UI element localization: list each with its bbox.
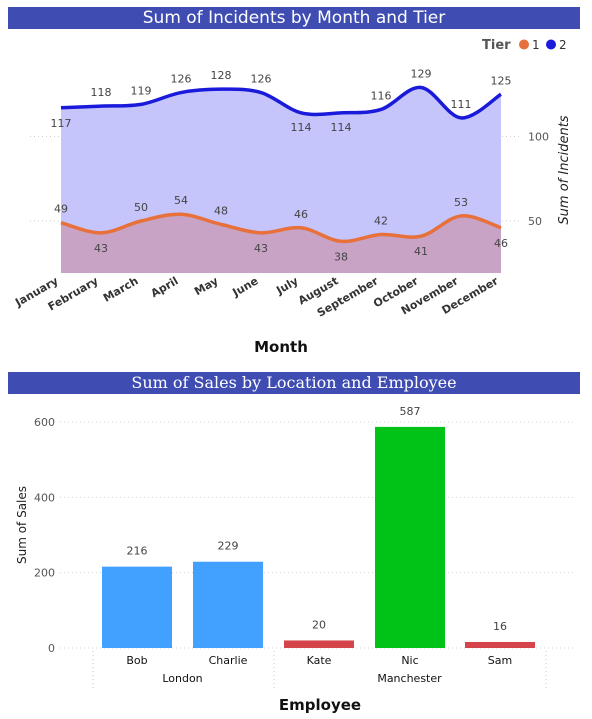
data-label: 38 bbox=[334, 250, 348, 263]
legend-label-1: 1 bbox=[532, 38, 540, 52]
data-label: 587 bbox=[400, 405, 421, 418]
y-tick-label: 200 bbox=[34, 567, 55, 580]
data-label: 48 bbox=[214, 204, 228, 217]
data-label: 43 bbox=[254, 242, 268, 255]
y-tick-label: 0 bbox=[48, 642, 55, 655]
bar-nic bbox=[375, 426, 445, 648]
data-label: 126 bbox=[171, 73, 192, 86]
chart1-title: Sum of Incidents by Month and Tier bbox=[8, 7, 580, 29]
data-label: 16 bbox=[493, 620, 507, 633]
x-tick-label: July bbox=[273, 274, 300, 297]
bar-bob bbox=[102, 566, 172, 648]
x-tick-label: Bob bbox=[126, 654, 147, 667]
data-label: 46 bbox=[494, 237, 508, 250]
x-tick-label: Charlie bbox=[209, 654, 248, 667]
x-tick-label: March bbox=[101, 274, 141, 304]
bar-kate bbox=[284, 640, 354, 648]
y-tick-label: 600 bbox=[34, 416, 55, 429]
x-tick-label: Nic bbox=[401, 654, 418, 667]
legend-title: Tier bbox=[482, 38, 511, 53]
data-label: 54 bbox=[174, 194, 188, 207]
data-label: 49 bbox=[54, 203, 68, 216]
data-label: 118 bbox=[91, 86, 112, 99]
series-2-line bbox=[60, 85, 502, 120]
legend-marker-1 bbox=[519, 39, 529, 50]
y-tick-label: 50 bbox=[528, 215, 542, 228]
x-tick-label: April bbox=[149, 274, 181, 300]
x-axis-title: Month bbox=[254, 338, 308, 356]
data-label: 125 bbox=[491, 74, 512, 87]
y-axis-title: Sum of Incidents bbox=[557, 115, 572, 224]
data-label: 41 bbox=[414, 245, 428, 258]
data-label: 128 bbox=[211, 69, 232, 82]
data-label: 126 bbox=[251, 73, 272, 86]
group-label: London bbox=[162, 672, 202, 685]
group-label: Manchester bbox=[377, 672, 442, 685]
x-tick-label: May bbox=[192, 274, 220, 298]
chart2-title: Sum of Sales by Location and Employee bbox=[8, 372, 580, 394]
series-1-area bbox=[61, 214, 501, 273]
y-axis-title: Sum of Sales bbox=[15, 486, 29, 564]
x-axis-title: Employee bbox=[279, 696, 361, 714]
data-label: 46 bbox=[294, 208, 308, 221]
x-tick-label: June bbox=[230, 274, 261, 299]
data-label: 111 bbox=[451, 98, 472, 111]
data-label: 43 bbox=[94, 242, 108, 255]
data-label: 114 bbox=[331, 121, 352, 134]
data-label: 53 bbox=[454, 196, 468, 209]
data-label: 229 bbox=[218, 540, 239, 553]
bar-sam bbox=[465, 641, 535, 648]
data-label: 42 bbox=[374, 215, 388, 228]
data-label: 114 bbox=[291, 121, 312, 134]
data-label: 216 bbox=[127, 545, 148, 558]
data-label: 117 bbox=[51, 117, 72, 130]
data-label: 50 bbox=[134, 201, 148, 214]
x-tick-label: Sam bbox=[488, 654, 512, 667]
data-label: 119 bbox=[131, 84, 152, 97]
data-label: 129 bbox=[411, 67, 432, 80]
legend-label-2: 2 bbox=[559, 38, 567, 52]
bar-charlie bbox=[193, 561, 263, 648]
y-tick-label: 100 bbox=[528, 131, 549, 144]
y-tick-label: 400 bbox=[34, 491, 55, 504]
series-1-line bbox=[60, 212, 502, 244]
legend-marker-2 bbox=[546, 39, 556, 50]
x-tick-label: Kate bbox=[307, 654, 332, 667]
data-label: 116 bbox=[371, 89, 392, 102]
data-label: 20 bbox=[312, 618, 326, 631]
